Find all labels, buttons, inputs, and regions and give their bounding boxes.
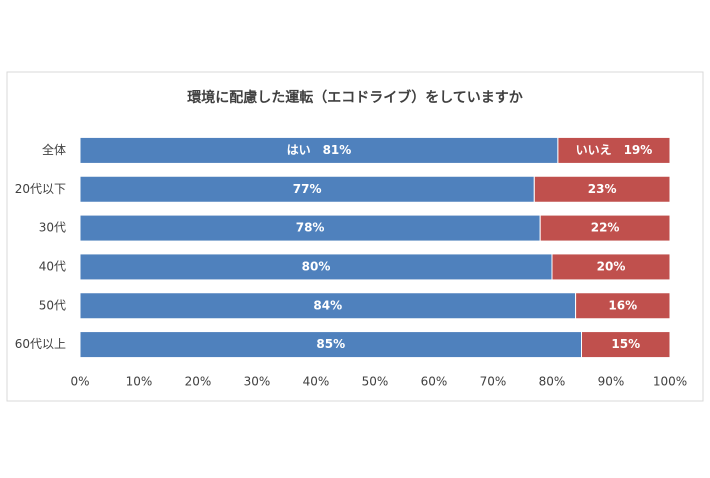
x-tick-label: 50% [362, 375, 389, 389]
x-tick-label: 100% [653, 375, 687, 389]
data-label: 77% [293, 182, 322, 196]
data-label: 16% [608, 298, 637, 312]
data-label: いいえ 19% [576, 143, 653, 157]
data-label: 20% [597, 259, 626, 273]
bar-segment [581, 331, 671, 359]
chart-title: 環境に配慮した運転（エコドライブ）をしていますか [187, 89, 523, 106]
bar-segment [551, 253, 671, 281]
data-label: 23% [588, 182, 617, 196]
bar-segment [79, 331, 582, 359]
bar-segment [557, 136, 671, 164]
data-label: はい 81% [287, 143, 352, 157]
bar-segment [79, 136, 559, 164]
y-tick-label: 30代 [39, 221, 66, 235]
x-tick-label: 30% [244, 375, 271, 389]
bar-segment [79, 253, 553, 281]
y-tick-label: 20代以下 [15, 182, 66, 196]
x-tick-label: 10% [126, 375, 153, 389]
data-label: 22% [591, 221, 620, 235]
x-tick-label: 20% [185, 375, 212, 389]
bar-segment [539, 214, 671, 242]
x-tick-label: 70% [480, 375, 507, 389]
x-tick-label: 0% [70, 375, 89, 389]
y-tick-label: 40代 [39, 259, 66, 273]
x-tick-label: 80% [539, 375, 566, 389]
data-label: 80% [302, 259, 331, 273]
x-tick-label: 60% [421, 375, 448, 389]
data-label: 84% [313, 298, 342, 312]
y-tick-label: 60代以上 [15, 337, 66, 351]
y-tick-label: 50代 [39, 298, 66, 312]
data-label: 15% [611, 337, 640, 351]
data-label: 78% [296, 221, 325, 235]
bar-segment [533, 175, 671, 203]
bar-segment [79, 214, 541, 242]
data-label: 85% [316, 337, 345, 351]
bar-segment [575, 292, 671, 320]
x-tick-label: 40% [303, 375, 330, 389]
x-tick-label: 90% [598, 375, 625, 389]
y-tick-label: 全体 [42, 142, 66, 157]
bar-segment [79, 292, 577, 320]
